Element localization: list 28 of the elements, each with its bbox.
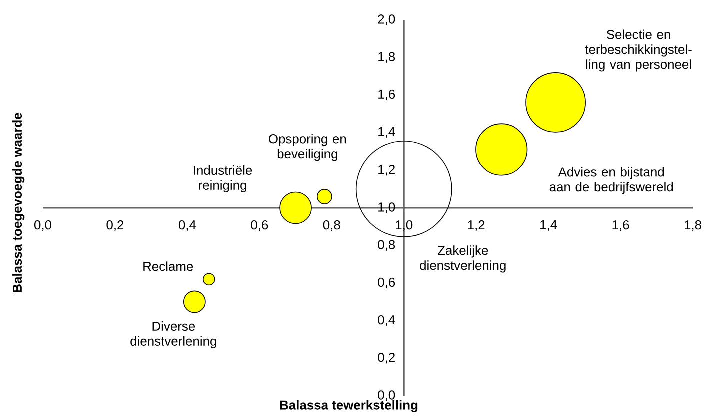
annotation: Selectie en terbeschikkingstel-ling van personeel — [585, 30, 692, 72]
annotation: Advies en bijstand aan de bedrijfswereld — [550, 167, 674, 194]
annotation: Industriële reiniging — [194, 165, 252, 193]
y-tick-label: 0,2 — [378, 353, 395, 364]
annotation: Zakelijke dienstverlening — [420, 246, 506, 273]
x-tick-label: 1,6 — [612, 220, 630, 232]
annotation: Diverse dienstverlening — [130, 321, 216, 349]
x-tick-label: 0,0 — [34, 220, 52, 232]
y-tick-label: 2,0 — [378, 14, 396, 26]
y-tick-label: 0,0 — [378, 390, 396, 402]
y-tick-label: 0,6 — [378, 278, 396, 289]
annotation: Reclame — [144, 262, 194, 272]
x-tick-label: 0,8 — [323, 220, 340, 232]
x-tick-label: 0,6 — [251, 220, 268, 232]
y-tick-label: 1,4 — [378, 128, 396, 138]
x-axis-title: Balassa tewerkstelling — [280, 400, 418, 412]
y-tick-label: 1,6 — [378, 90, 396, 101]
y-tick-label: 1,8 — [378, 52, 396, 63]
y-axis-title: Balassa toegevoegde waarde — [12, 113, 25, 292]
x-tick-label: 1,8 — [684, 220, 702, 232]
y-tick-label: 0,8 — [378, 240, 396, 251]
x-tick-label: 0,4 — [178, 220, 196, 232]
x-tick-label: 1,4 — [540, 220, 558, 232]
x-tick-label: 1,2 — [468, 220, 485, 232]
x-tick-label: 0,2 — [106, 220, 124, 232]
annotation: Opsporing en beveiliging — [269, 134, 346, 162]
y-tick-label: 0,4 — [378, 315, 396, 326]
y-tick-label: 1,2 — [378, 165, 395, 176]
